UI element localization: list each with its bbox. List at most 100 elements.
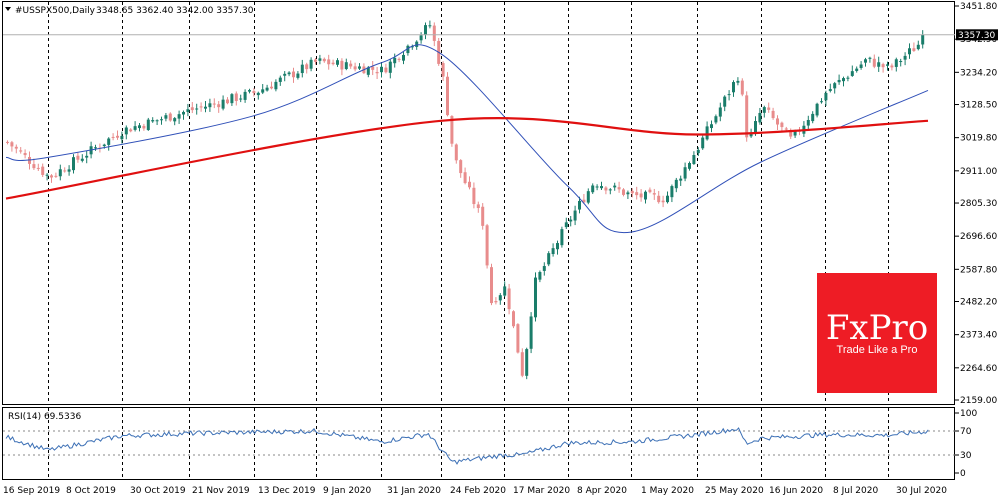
candle-up (600, 186, 603, 189)
candle-up (547, 253, 551, 265)
candle-up (688, 163, 691, 169)
candle-down (432, 25, 436, 41)
candle-up (402, 54, 405, 61)
candle-up (815, 103, 819, 116)
candle-up (256, 92, 260, 96)
candle-down (776, 118, 779, 125)
candle-up (644, 191, 647, 200)
candle-down (881, 64, 885, 68)
candle-up (886, 64, 889, 66)
date-axis-label: 21 Nov 2019 (192, 486, 250, 496)
candle-up (503, 286, 507, 296)
candle-up (723, 96, 727, 107)
candle-up (195, 108, 199, 110)
candle-down (520, 352, 524, 376)
candle-up (705, 126, 709, 140)
candle-up (155, 120, 159, 122)
candle-up (380, 66, 383, 73)
candle-up (569, 219, 573, 222)
candle-up (859, 64, 863, 68)
candle-down (6, 141, 9, 143)
candle-down (327, 59, 331, 65)
candle-up (300, 64, 304, 74)
candle-down (463, 172, 467, 184)
moving-average-slow-line (5, 117, 929, 200)
candle-up (855, 68, 859, 71)
candle-down (459, 160, 463, 174)
candle-down (36, 167, 40, 169)
candle-up (679, 178, 683, 181)
candle-up (80, 158, 84, 161)
candle-down (129, 129, 133, 132)
candle-down (168, 113, 172, 121)
candle-up (921, 34, 925, 45)
candle-down (252, 91, 256, 94)
candle-down (353, 66, 357, 70)
candle-up (793, 131, 797, 136)
candle-up (107, 138, 111, 145)
candle-down (142, 125, 146, 129)
candle-down (76, 155, 80, 160)
candle-up (85, 155, 89, 158)
candle-down (19, 150, 23, 152)
date-axis-label: 8 Oct 2019 (66, 486, 116, 496)
candle-up (564, 222, 568, 228)
candle-up (498, 295, 502, 301)
candle-up (833, 83, 837, 89)
rsi-axis-label: 30 (960, 451, 972, 461)
candle-up (908, 48, 911, 55)
candle-up (666, 195, 669, 203)
vertical-gridlines (48, 2, 889, 479)
candle-down (635, 192, 639, 196)
candle-up (864, 59, 867, 63)
collapse-arrow-icon[interactable] (5, 7, 11, 11)
candle-up (894, 59, 898, 67)
candle-up (230, 94, 234, 104)
fxpro-logo: FxPro Trade Like a Pro (817, 273, 937, 393)
candle-down (468, 181, 471, 188)
candle-down (212, 103, 216, 105)
candle-up (551, 248, 555, 255)
candle-down (872, 58, 876, 67)
candle-up (138, 125, 141, 129)
candle-down (648, 189, 652, 193)
candle-up (146, 119, 150, 131)
fxpro-logo-text: FxPro (826, 308, 928, 348)
rsi-axis-label: 0 (960, 469, 966, 479)
candle-down (111, 136, 115, 138)
candle-up (824, 92, 828, 101)
candle-up (613, 185, 617, 188)
candle-up (560, 229, 564, 246)
candle-down (507, 288, 511, 310)
candle-up (186, 109, 190, 112)
rsi-axis: 100 70 30 0 (955, 409, 977, 479)
candle-up (45, 174, 49, 176)
fxpro-logo-background (817, 273, 937, 393)
rsi-indicator-label: RSI(14) 69.5336 (8, 412, 81, 422)
candle-up (419, 35, 423, 41)
candle-up (727, 94, 731, 96)
candle-up (877, 62, 881, 67)
candle-down (340, 60, 344, 70)
candle-up (248, 90, 251, 92)
candle-up (309, 59, 313, 69)
candle-up (850, 71, 854, 76)
rsi-axis-label: 100 (960, 409, 977, 419)
candle-up (674, 179, 678, 189)
candle-down (314, 59, 317, 62)
candle-up (124, 127, 128, 135)
candle-up (133, 126, 137, 130)
candle-up (903, 55, 907, 60)
date-axis-label: 13 Dec 2019 (258, 486, 316, 496)
date-axis-label: 30 Jul 2020 (896, 486, 947, 496)
candle-up (358, 66, 361, 69)
candle-down (14, 146, 18, 149)
price-axis-label: 2696.60 (960, 232, 997, 242)
candle-up (424, 25, 427, 35)
date-axis-label: 1 May 2020 (641, 486, 694, 496)
candle-down (622, 189, 625, 195)
candle-down (780, 122, 784, 128)
candle-down (322, 58, 326, 62)
candle-down (371, 66, 375, 70)
candle-up (318, 58, 322, 61)
